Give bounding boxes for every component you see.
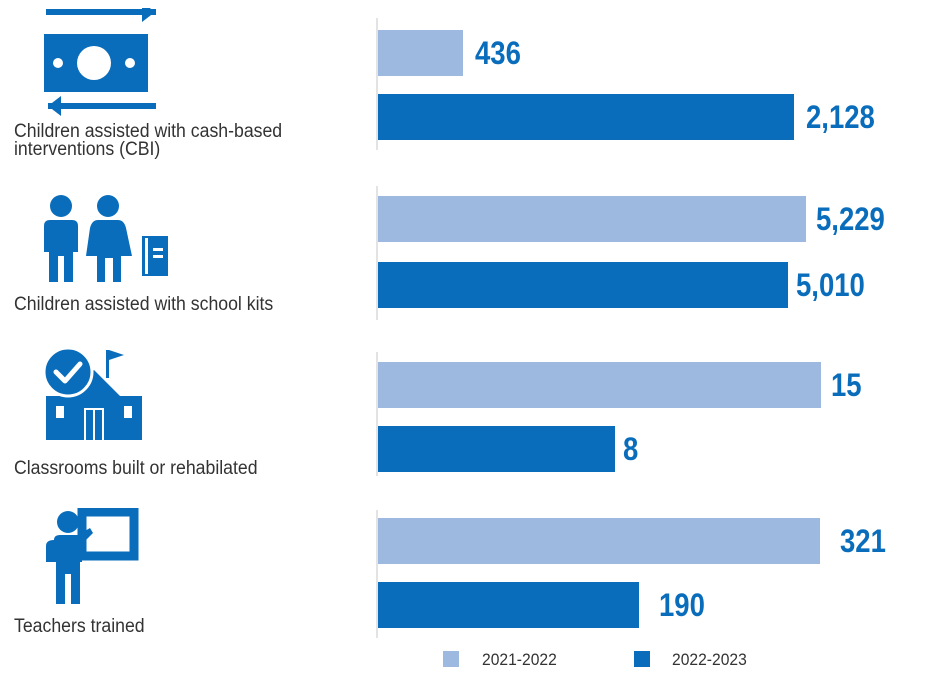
legend-swatch-2022-2023 [634,651,650,667]
axis-line-school-kits [376,186,378,320]
bar-classrooms-2021-2022 [378,362,821,408]
bar-cbi-2022-2023 [378,94,794,140]
bar-school-kits-2022-2023 [378,262,788,308]
value-label-teachers-2022-2023: 190 [659,587,705,623]
value-label-school-kits-2021-2022: 5,229 [816,201,885,237]
legend-swatch-2021-2022 [443,651,459,667]
bar-classrooms-2022-2023 [378,426,615,472]
axis-line-teachers [376,510,378,638]
category-label-teachers: Teachers trained [14,616,145,637]
value-label-cbi-2021-2022: 436 [475,35,521,71]
bar-teachers-2021-2022 [378,518,820,564]
category-panel-school-kits: Children assisted with school kits [0,190,931,355]
teacher-board-icon [46,508,139,604]
category-label-school-kits: Children assisted with school kits [14,294,274,315]
category-label-cbi: Children assisted with cash-based interv… [14,121,283,160]
value-label-teachers-2021-2022: 321 [840,523,886,559]
axis-line-cbi [376,18,378,150]
bar-teachers-2022-2023 [378,582,639,628]
school-check-icon [42,348,142,440]
category-panel-cbi: Children assisted with cash-based interv… [0,8,931,173]
cash-transfer-icon [44,8,156,116]
value-label-classrooms-2021-2022: 15 [831,367,862,403]
children-book-icon [44,195,168,282]
legend-label-2022-2023: 2022-2023 [672,650,747,669]
bar-school-kits-2021-2022 [378,196,806,242]
category-panel-teachers: Teachers trained [0,508,931,673]
value-label-cbi-2022-2023: 2,128 [806,99,875,135]
value-label-classrooms-2022-2023: 8 [623,431,639,467]
legend-label-2021-2022: 2021-2022 [482,650,557,669]
value-label-school-kits-2022-2023: 5,010 [796,267,865,303]
axis-line-classrooms [376,352,378,476]
category-panel-classrooms: Classrooms built or rehabilated [0,348,931,513]
chart-legend: 2021-2022 2022-2023 [0,648,931,670]
category-label-classrooms: Classrooms built or rehabilated [14,458,258,479]
bar-cbi-2021-2022 [378,30,463,76]
